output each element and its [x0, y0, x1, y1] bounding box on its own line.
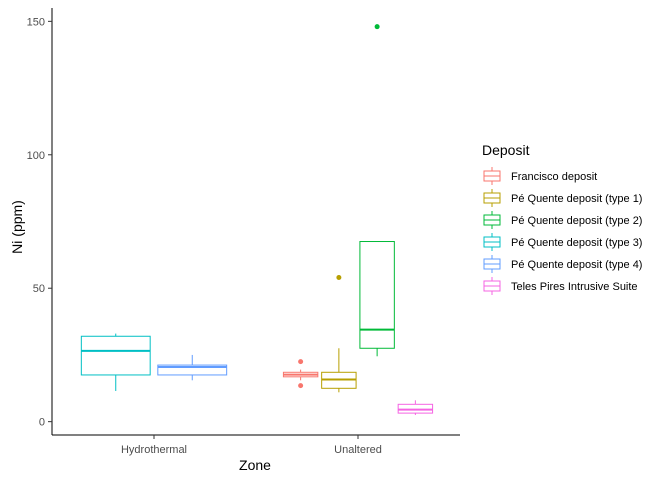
legend-item: Pé Quente deposit (type 1) [483, 189, 642, 207]
legend-label: Pé Quente deposit (type 1) [511, 193, 642, 205]
legend-label: Francisco deposit [511, 171, 597, 183]
box-teles-pires-intrusive-suite-unaltered [397, 400, 434, 415]
outlier-point [298, 383, 304, 389]
x-axis-title: Zone [239, 457, 271, 473]
y-axis-title: Ni (ppm) [9, 200, 25, 254]
y-tick-label: 0 [39, 417, 45, 429]
box-francisco-deposit-unaltered [282, 359, 319, 389]
legend-label: Teles Pires Intrusive Suite [511, 281, 638, 293]
plot-area [80, 24, 434, 415]
y-tick-label: 150 [27, 16, 45, 28]
box-p-quente-deposit-type-4--hydrothermal [157, 354, 228, 381]
x-axis: Hydrothermal Unaltered [52, 434, 460, 456]
box-p-quente-deposit-type-2--unaltered [359, 24, 395, 357]
outlier-point [336, 275, 342, 281]
iqr-box [157, 364, 228, 376]
y-axis: 0 50 100 150 [27, 8, 53, 435]
legend-item: Pé Quente deposit (type 2) [483, 211, 642, 229]
legend-title: Deposit [482, 142, 530, 158]
y-tick-label: 50 [33, 283, 45, 295]
outlier-point [298, 359, 304, 365]
legend-label: Pé Quente deposit (type 3) [511, 237, 642, 249]
outlier-point [374, 24, 380, 30]
legend-item: Teles Pires Intrusive Suite [483, 277, 638, 295]
iqr-box [80, 335, 151, 376]
legend: Deposit Francisco deposit Pé Quente depos… [482, 142, 642, 295]
legend-item: Pé Quente deposit (type 3) [483, 233, 642, 251]
legend-label: Pé Quente deposit (type 4) [511, 259, 642, 271]
y-tick-label: 100 [27, 150, 45, 162]
legend-label: Pé Quente deposit (type 2) [511, 215, 642, 227]
x-tick-label: Unaltered [334, 444, 382, 456]
legend-item: Francisco deposit [483, 167, 597, 185]
legend-item: Pé Quente deposit (type 4) [483, 255, 642, 273]
x-tick-label: Hydrothermal [121, 444, 187, 456]
iqr-box [359, 241, 395, 349]
box-p-quente-deposit-type-1--unaltered [321, 275, 357, 393]
box-p-quente-deposit-type-3--hydrothermal [80, 333, 151, 391]
